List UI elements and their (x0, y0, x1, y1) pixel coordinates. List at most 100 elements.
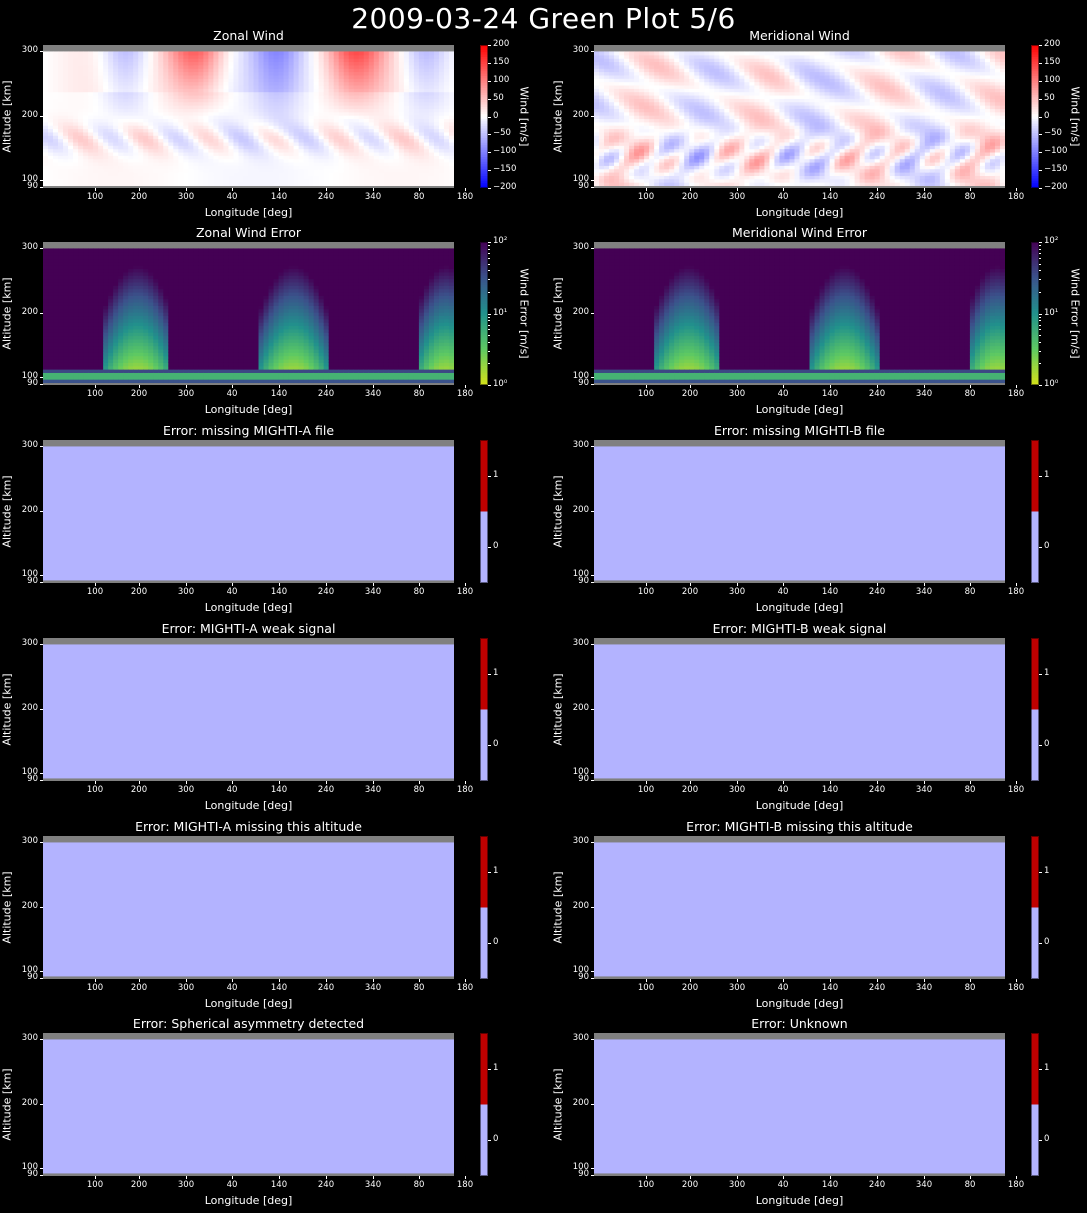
heatmap-cell (278, 101, 285, 106)
heatmap-cell (604, 145, 610, 150)
heatmap-cell (739, 74, 745, 79)
heatmap-cell (268, 61, 275, 66)
heatmap-cell (423, 71, 430, 76)
heatmap-cell (113, 125, 119, 130)
heatmap-cell (288, 81, 295, 86)
heatmap-cell (173, 182, 179, 187)
heatmap-cell (644, 115, 650, 120)
heatmap-cell (639, 182, 645, 187)
heatmap-cell (228, 64, 235, 69)
heatmap-cell (739, 68, 745, 73)
heatmap-cell (53, 91, 59, 96)
heatmap-cell (729, 138, 735, 143)
heatmap-cell (408, 68, 415, 73)
heatmap-cell (333, 165, 340, 170)
heatmap-cell (669, 108, 675, 113)
heatmap-cell (203, 158, 210, 163)
heatmap-cell (614, 105, 620, 109)
heatmap-cell (158, 98, 164, 103)
heatmap-cell (263, 58, 270, 63)
heatmap-cell (443, 148, 450, 153)
heatmap-cell (303, 64, 310, 69)
heatmap-cell (283, 145, 290, 150)
heatmap-cell (403, 121, 410, 126)
heatmap-cell (73, 151, 79, 156)
heatmap-cell (664, 161, 670, 166)
heatmap-cell (764, 78, 771, 83)
heatmap-cell (233, 145, 240, 150)
heatmap-cell (729, 172, 735, 176)
heatmap-cell (609, 78, 615, 83)
heatmap-cell (363, 98, 370, 103)
heatmap-cell (719, 168, 725, 173)
heatmap-cell (644, 101, 650, 106)
heatmap-cell (784, 178, 791, 183)
heatmap-cell (233, 61, 240, 66)
heatmap-cell (729, 54, 735, 59)
heatmap-cell (714, 172, 720, 176)
heatmap-cell (238, 108, 245, 113)
heatmap-cell (58, 182, 64, 187)
heatmap-cell (363, 91, 370, 96)
heatmap-cell (308, 148, 315, 153)
heatmap-cell (53, 51, 59, 56)
heatmap-cell (769, 141, 776, 146)
heatmap-cell (634, 54, 640, 59)
heatmap-cell (83, 172, 89, 176)
heatmap-cell (448, 141, 454, 146)
heatmap-cell (298, 51, 305, 56)
heatmap-cell (764, 68, 771, 73)
heatmap-cell (754, 128, 761, 133)
heatmap-cell (308, 158, 315, 163)
heatmap-cell (103, 94, 109, 99)
heatmap-cell (739, 64, 745, 69)
heatmap-cell (163, 141, 169, 146)
heatmap-cell (138, 108, 144, 113)
heatmap-cell (303, 125, 310, 130)
heatmap-cell (378, 71, 385, 76)
heatmap-cell (43, 158, 49, 163)
heatmap-cell (398, 68, 405, 73)
heatmap-cell (238, 74, 245, 79)
heatmap-cell (198, 125, 204, 130)
heatmap-cell (288, 111, 295, 116)
heatmap-cell (198, 88, 204, 93)
heatmap-cell (183, 61, 189, 66)
heatmap-cell (238, 88, 245, 93)
heatmap-cell (343, 172, 350, 176)
heatmap-cell (694, 74, 700, 79)
heatmap-cell (123, 178, 129, 183)
heatmap-cell (639, 131, 645, 136)
heatmap-cell (263, 98, 270, 103)
heatmap-cell (268, 108, 275, 113)
heatmap-cell (183, 91, 189, 96)
heatmap-cell (749, 51, 755, 56)
heatmap-cell (649, 101, 655, 106)
heatmap-cell (699, 78, 705, 83)
heatmap-cell (138, 118, 144, 123)
heatmap-cell (413, 161, 420, 166)
heatmap-cell (338, 172, 345, 176)
heatmap-cell (168, 125, 174, 130)
heatmap-cell (198, 161, 204, 166)
heatmap-cell (739, 145, 745, 150)
heatmap-cell (749, 81, 755, 86)
heatmap-cell (178, 71, 184, 76)
heatmap-cell (378, 121, 385, 126)
heatmap-cell (649, 135, 655, 140)
heatmap-cell (58, 118, 64, 123)
heatmap-cell (78, 94, 84, 99)
heatmap-cell (433, 61, 440, 66)
heatmap-cell (93, 182, 99, 187)
heatmap-cell (679, 151, 685, 156)
heatmap-cell (679, 155, 685, 160)
heatmap-cell (689, 182, 695, 187)
heatmap-cell (223, 81, 230, 86)
heatmap-cell (784, 68, 791, 73)
heatmap-cell (338, 74, 345, 79)
heatmap-cell (403, 131, 410, 136)
heatmap-cell (128, 165, 134, 170)
heatmap-cell (398, 101, 405, 106)
heatmap-cell (288, 121, 295, 126)
heatmap-cell (188, 125, 194, 130)
